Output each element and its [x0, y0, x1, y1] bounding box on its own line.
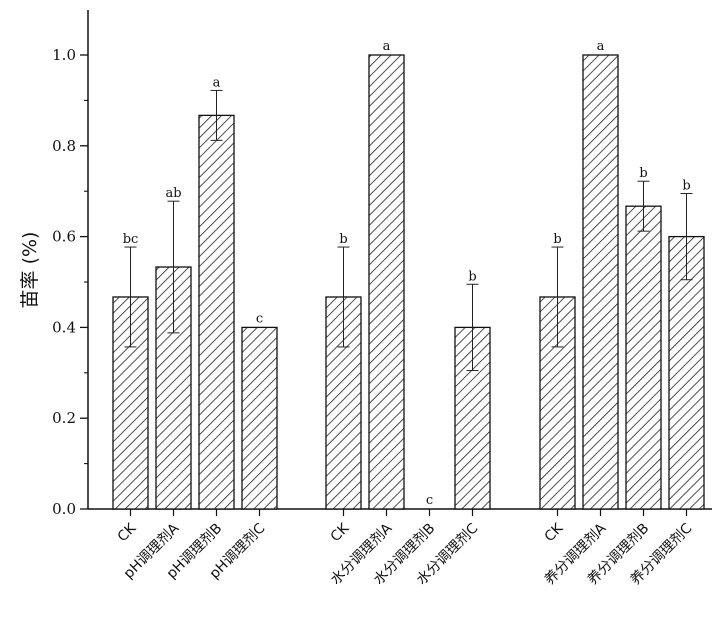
significance-label: c	[256, 311, 263, 326]
y-axis-title: 苗率 (%)	[19, 232, 41, 309]
y-tick-label: 0.2	[52, 409, 76, 427]
significance-label: b	[553, 232, 561, 247]
bar	[625, 205, 662, 510]
x-category-label: CK	[115, 520, 140, 545]
significance-label: b	[468, 269, 476, 284]
significance-label: bc	[123, 232, 139, 247]
y-tick-label: 0.6	[52, 228, 76, 246]
bar	[198, 114, 235, 510]
significance-label: a	[383, 39, 391, 54]
significance-label: a	[597, 39, 605, 54]
significance-label: c	[426, 493, 433, 508]
x-category-label: CK	[328, 520, 353, 545]
y-tick-label: 1.0	[52, 46, 76, 64]
y-tick-label: 0.4	[52, 318, 76, 336]
significance-label: a	[213, 75, 221, 90]
y-tick-label: 0.0	[52, 500, 76, 518]
bar	[241, 326, 278, 510]
significance-label: b	[682, 178, 690, 193]
bars-layer	[112, 54, 705, 510]
x-category-label: CK	[542, 520, 567, 545]
significance-label: b	[339, 232, 347, 247]
significance-label: ab	[165, 186, 181, 201]
bar	[368, 54, 405, 510]
bar	[668, 235, 705, 510]
significance-label: b	[639, 166, 647, 181]
bar	[582, 54, 619, 510]
y-tick-label: 0.8	[52, 137, 76, 155]
axes: 0.0 0.2 0.4 0.6 0.8 1.0	[52, 10, 712, 518]
